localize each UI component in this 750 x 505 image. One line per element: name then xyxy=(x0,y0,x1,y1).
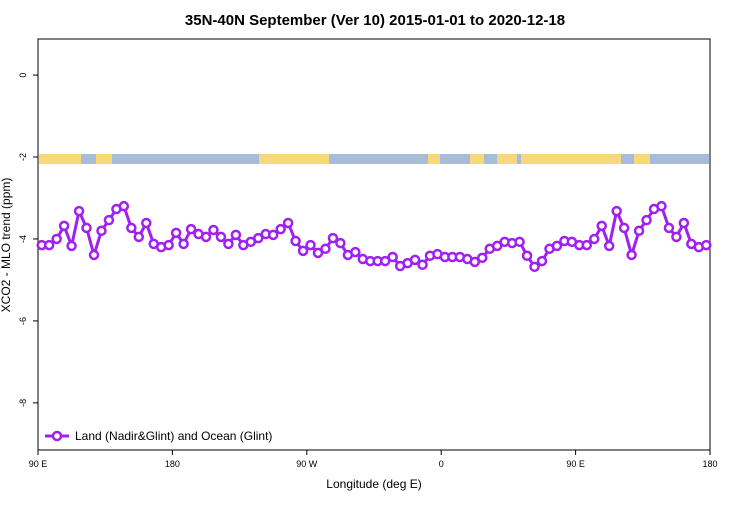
data-point xyxy=(671,231,682,243)
data-point xyxy=(379,255,391,267)
data-point xyxy=(641,214,652,226)
data-point xyxy=(581,239,593,251)
x-tick-label: 90 E xyxy=(566,459,585,469)
data-point xyxy=(626,249,637,261)
legend-marker xyxy=(51,430,63,442)
data-point xyxy=(633,225,645,237)
data-point xyxy=(320,243,331,255)
data-point xyxy=(81,222,92,234)
x-tick-label: 90 E xyxy=(29,459,48,469)
data-point xyxy=(275,223,286,235)
data-point xyxy=(387,251,398,263)
data-point xyxy=(96,225,107,237)
data-point xyxy=(118,200,130,212)
data-point xyxy=(185,223,197,235)
data-point xyxy=(551,240,563,252)
data-point xyxy=(141,217,152,229)
data-point xyxy=(58,220,70,232)
y-tick-label: -6 xyxy=(18,317,28,325)
chart-title: 35N-40N September (Ver 10) 2015-01-01 to… xyxy=(185,12,565,29)
data-point xyxy=(43,239,55,251)
data-point xyxy=(305,239,316,251)
data-point xyxy=(491,240,503,252)
data-point xyxy=(66,240,77,252)
x-tick-label: 90 W xyxy=(296,459,318,469)
data-point xyxy=(678,217,690,229)
data-point xyxy=(529,261,540,273)
y-tick-label: -4 xyxy=(18,235,28,243)
data-point xyxy=(133,231,145,243)
x-tick-label: 0 xyxy=(439,459,444,469)
data-point xyxy=(409,254,421,266)
data-point xyxy=(103,214,115,226)
data-point xyxy=(312,247,324,259)
data-point xyxy=(267,229,279,241)
data-point xyxy=(521,250,533,262)
data-point xyxy=(73,205,85,217)
data-point xyxy=(701,239,712,251)
y-tick-label: 0 xyxy=(18,73,28,78)
data-point xyxy=(335,237,346,249)
data-point xyxy=(208,224,219,236)
data-point xyxy=(663,222,675,234)
data-point xyxy=(611,205,622,217)
x-tick-label: 180 xyxy=(702,459,717,469)
data-point xyxy=(327,232,339,244)
data-point xyxy=(230,229,242,241)
data-point xyxy=(417,259,428,271)
data-point xyxy=(536,255,548,267)
data-point xyxy=(163,239,174,251)
land-ocean-strip xyxy=(39,154,709,164)
data-point xyxy=(290,235,301,247)
data-point xyxy=(178,238,189,250)
x-axis-label: Longitude (deg E) xyxy=(326,477,421,491)
data-point xyxy=(477,252,488,264)
data-point xyxy=(253,232,264,244)
y-tick-label: -2 xyxy=(18,153,28,161)
data-point xyxy=(282,217,294,229)
data-point xyxy=(51,233,62,245)
data-point xyxy=(603,240,615,252)
data-point xyxy=(514,236,525,248)
data-point xyxy=(126,222,137,234)
data-point xyxy=(618,222,630,234)
data-point xyxy=(656,200,667,212)
data-point xyxy=(223,238,234,250)
data-point xyxy=(589,233,600,245)
data-point xyxy=(200,231,212,243)
data-point xyxy=(215,231,227,243)
y-tick-label: -8 xyxy=(18,399,28,407)
data-point xyxy=(350,246,361,258)
x-tick-label: 180 xyxy=(165,459,180,469)
y-axis-label: XCO2 - MLO trend (ppm) xyxy=(0,178,13,313)
data-point xyxy=(469,256,481,268)
data-point xyxy=(596,220,607,232)
data-point xyxy=(170,227,182,239)
data-point xyxy=(88,249,100,261)
legend-label: Land (Nadir&Glint) and Ocean (Glint) xyxy=(75,429,272,443)
data-point xyxy=(297,245,309,257)
